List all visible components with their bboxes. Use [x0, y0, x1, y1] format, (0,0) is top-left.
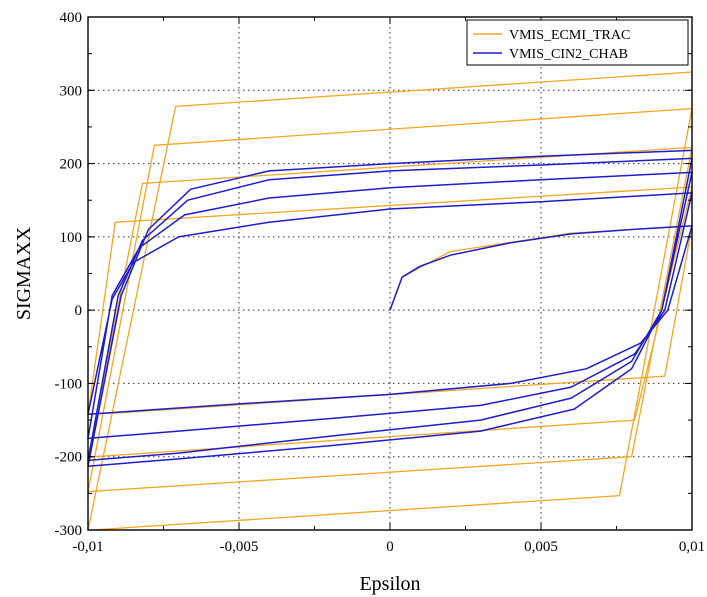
- grid: [88, 17, 692, 530]
- y-tick-label: 300: [60, 83, 83, 99]
- y-tick-label: -300: [55, 523, 83, 539]
- axis-ticks: -0,01 -0,005 0 0,005 0,01 -300 -200 -100 0 100 200…: [55, 10, 706, 555]
- legend: VMIS_ECMI_TRAC VMIS_CIN2_CHAB: [466, 19, 689, 66]
- y-tick-label: 0: [75, 303, 83, 319]
- series-layer: [87, 71, 693, 531]
- x-axis-title: Epsilon: [359, 573, 420, 595]
- y-tick-label: 200: [60, 157, 83, 173]
- legend-label-vmis-cin2-chab: VMIS_CIN2_CHAB: [509, 47, 628, 62]
- y-tick-label: -200: [55, 450, 83, 466]
- y-tick-label: 100: [60, 230, 83, 246]
- series-line-vmis-cin2-chab: [87, 149, 693, 467]
- y-tick-label: 400: [60, 10, 83, 26]
- legend-box: [466, 19, 689, 66]
- x-tick-label: -0,005: [220, 539, 259, 555]
- y-axis-title: SIGMAXX: [13, 226, 35, 320]
- x-tick-label: 0: [386, 539, 394, 555]
- y-tick-label: -100: [55, 376, 83, 392]
- x-tick-label: -0,01: [72, 539, 103, 555]
- legend-label-vmis-ecmi-trac: VMIS_ECMI_TRAC: [509, 28, 630, 43]
- series-line-vmis-ecmi-trac: [87, 71, 693, 531]
- x-tick-label: 0,005: [524, 539, 558, 555]
- x-tick-label: 0,01: [679, 539, 705, 555]
